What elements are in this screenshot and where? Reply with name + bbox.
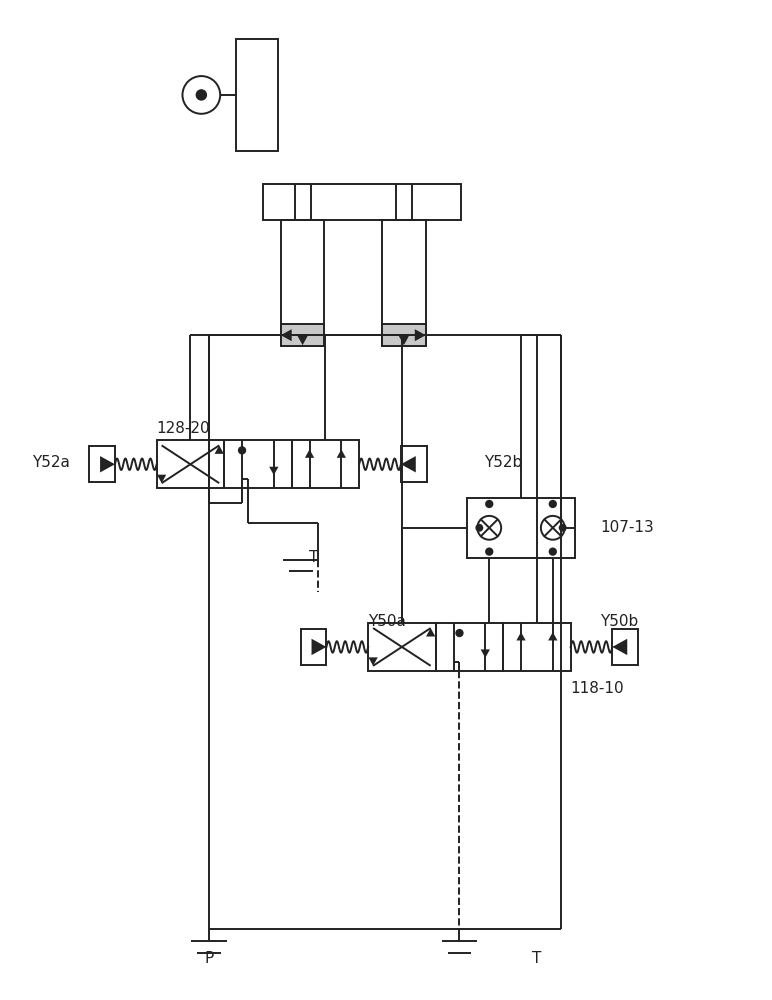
Circle shape (197, 90, 206, 100)
Polygon shape (296, 334, 309, 345)
Circle shape (550, 501, 556, 507)
Polygon shape (157, 475, 166, 483)
Bar (281, 220, 324, 346)
Bar (435, 623, 503, 671)
Bar (263, 184, 462, 220)
Bar (236, 39, 278, 151)
Bar (503, 623, 571, 671)
Circle shape (486, 548, 493, 555)
Polygon shape (312, 639, 327, 655)
Bar (89, 446, 115, 482)
Polygon shape (415, 329, 425, 341)
Text: P: P (205, 951, 214, 966)
Text: 128-20: 128-20 (157, 421, 210, 436)
Circle shape (476, 525, 482, 531)
Bar (467, 498, 574, 558)
Polygon shape (281, 329, 292, 341)
Text: 107-13: 107-13 (601, 520, 654, 535)
Polygon shape (337, 449, 346, 458)
Bar (224, 440, 292, 488)
Circle shape (239, 447, 245, 454)
Text: Y50b: Y50b (601, 614, 638, 629)
Circle shape (456, 630, 462, 636)
Bar (157, 440, 224, 488)
Bar (292, 440, 359, 488)
Text: T: T (532, 951, 542, 966)
Text: T: T (309, 550, 318, 565)
Text: Y52b: Y52b (484, 455, 523, 470)
Bar (401, 446, 427, 482)
Text: Y52a: Y52a (32, 455, 70, 470)
Polygon shape (368, 657, 378, 666)
Polygon shape (215, 445, 224, 454)
Polygon shape (269, 467, 279, 475)
Bar (281, 324, 324, 346)
Polygon shape (612, 639, 628, 655)
Polygon shape (481, 649, 490, 658)
Bar (382, 220, 425, 346)
Bar (382, 324, 425, 346)
Polygon shape (516, 632, 526, 640)
Circle shape (550, 548, 556, 555)
Circle shape (560, 525, 566, 531)
Polygon shape (401, 456, 416, 472)
Polygon shape (398, 334, 410, 345)
Text: 118-10: 118-10 (571, 681, 625, 696)
Polygon shape (305, 449, 314, 458)
Bar (368, 623, 435, 671)
Polygon shape (426, 628, 435, 637)
Text: Y50a: Y50a (368, 614, 406, 629)
Circle shape (486, 501, 493, 507)
Bar (300, 629, 327, 665)
Polygon shape (548, 632, 557, 640)
Polygon shape (100, 456, 115, 472)
Bar (612, 629, 638, 665)
